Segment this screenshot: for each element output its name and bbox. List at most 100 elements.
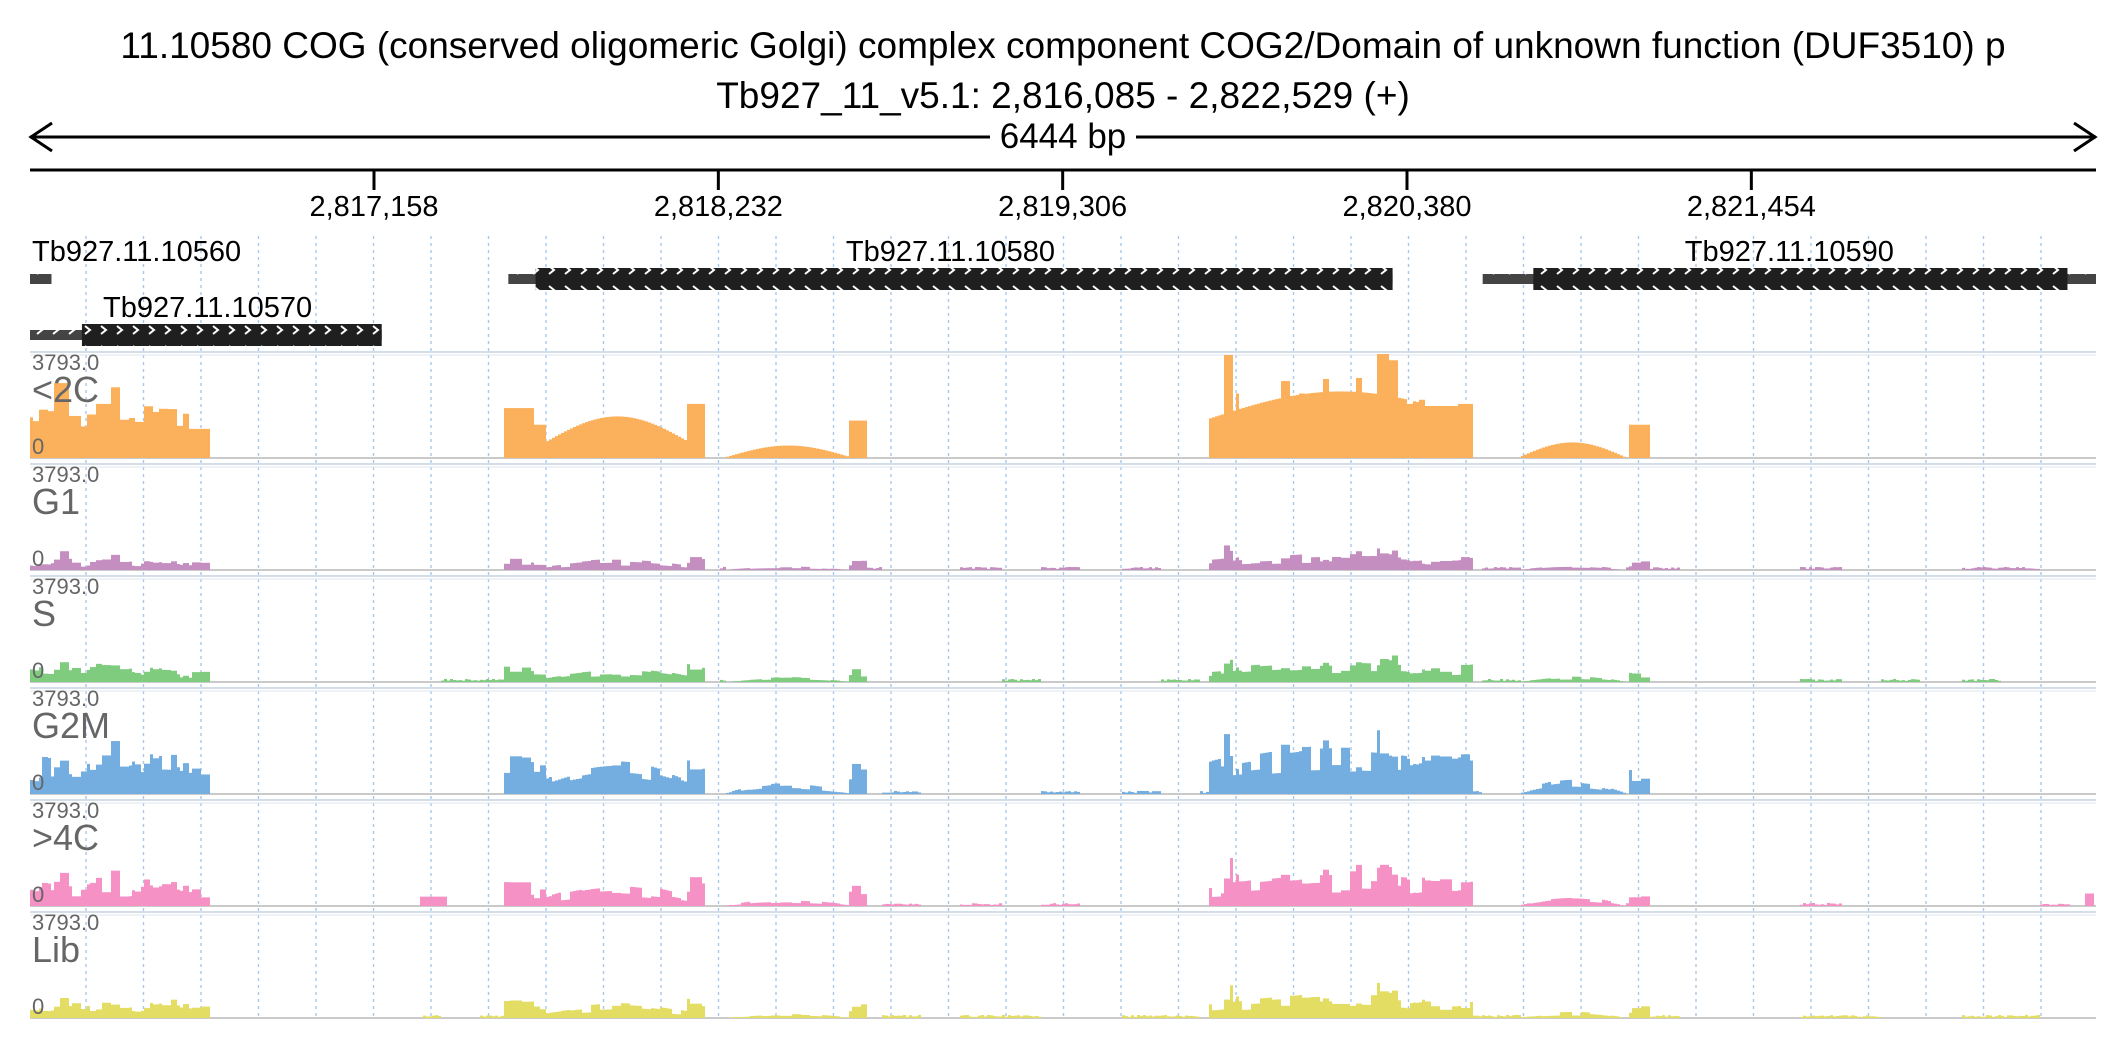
coverage-bar (1257, 769, 1260, 794)
coverage-bar (882, 1015, 885, 1018)
track-max-label: 3793.0 (32, 462, 99, 487)
coverage-bar (87, 669, 90, 682)
coverage-bar (1239, 1001, 1242, 1018)
coverage-bar (528, 1001, 531, 1018)
coverage-bar (1809, 567, 1812, 570)
coverage-bar (1455, 890, 1458, 906)
coverage-bar (900, 1015, 903, 1018)
coverage-bar (51, 890, 54, 906)
coverage-bar (582, 1012, 585, 1018)
coverage-bar (1215, 416, 1218, 458)
coverage-bar (99, 877, 102, 906)
coverage-bar (132, 1011, 135, 1018)
coverage-bar (180, 564, 183, 570)
coverage-bar (615, 674, 618, 682)
coverage-bar (1557, 1015, 1560, 1018)
coverage-bar (1365, 556, 1368, 570)
coverage-bar (1347, 391, 1350, 458)
coverage-bar (1548, 900, 1551, 906)
coverage-bar (552, 437, 555, 458)
coverage-bar (1470, 664, 1473, 682)
coverage-bar (1422, 669, 1425, 682)
coverage-bar (1482, 1015, 1485, 1018)
coverage-bar (126, 766, 129, 794)
coverage-bar (813, 568, 816, 570)
coverage-bar (495, 680, 498, 682)
coverage-bar (54, 767, 57, 794)
coverage-bar (1635, 562, 1638, 570)
coverage-bar (2022, 1016, 2025, 1018)
coverage-bar (474, 680, 477, 682)
coverage-bar (120, 669, 123, 682)
gene-Tb927.11.10560[interactable]: Tb927.11.10560 (30, 236, 241, 284)
coverage-bar (846, 905, 849, 906)
coverage-bar (1335, 765, 1338, 794)
coverage-bar (1830, 903, 1833, 906)
coverage-bar (1227, 734, 1230, 794)
coverage-bar (1812, 568, 1815, 570)
coverage-bar (1218, 758, 1221, 794)
coverage-bar (78, 667, 81, 682)
coverage-bar (1227, 545, 1230, 570)
coverage-bar (849, 675, 852, 682)
coverage-bar (504, 563, 507, 570)
coverage-bar (627, 565, 630, 570)
coverage-bar (630, 417, 633, 458)
coverage-bar (675, 435, 678, 458)
coverage-bar (552, 781, 555, 794)
coverage-bar (84, 672, 87, 682)
coverage-bar (783, 785, 786, 794)
coverage-bar (792, 677, 795, 682)
coverage-bar (126, 896, 129, 906)
coverage-bar (1485, 567, 1488, 570)
coverage-bar (519, 408, 522, 458)
gene-Tb927.11.10580[interactable]: Tb927.11.10580 (508, 236, 1393, 290)
coverage-bar (1521, 904, 1524, 906)
coverage-bar (564, 567, 567, 570)
coverage-bar (609, 416, 612, 458)
coverage-bar (195, 562, 198, 570)
coverage-bar (669, 674, 672, 682)
coverage-bar (1851, 1015, 1854, 1018)
coverage-bar (1539, 902, 1542, 906)
coverage-bar (555, 436, 558, 458)
coverage-bar (1371, 671, 1374, 682)
coverage-bar (885, 903, 888, 906)
coverage-bar (1326, 740, 1329, 794)
coverage-bar (747, 789, 750, 794)
coverage-bar (1392, 655, 1395, 682)
coverage-bar (1992, 1016, 1995, 1018)
coverage-bar (1362, 888, 1365, 906)
coverage-bar (1302, 746, 1305, 794)
coverage-bar (603, 674, 606, 682)
coverage-bar (1416, 673, 1419, 682)
coverage-bar (774, 446, 777, 458)
coverage-bar (795, 1014, 798, 1018)
coverage-bar (816, 568, 819, 570)
coverage-bar (897, 791, 900, 794)
utr-strand-arrows (30, 274, 52, 284)
coverage-bar (1263, 998, 1266, 1018)
coverage-bar (690, 769, 693, 794)
coverage-bar (573, 673, 576, 682)
coverage-bar (588, 1012, 591, 1018)
coverage-bar (117, 1004, 120, 1018)
coverage-bar (1071, 792, 1074, 794)
coverage-bar (1617, 680, 1620, 682)
coverage-bar (1419, 560, 1422, 570)
coverage-bar (819, 680, 822, 682)
coverage-bar (642, 897, 645, 906)
gene-Tb927.11.10570[interactable]: Tb927.11.10570 (30, 292, 382, 346)
coverage-bar (57, 669, 60, 682)
gene-Tb927.11.10590[interactable]: Tb927.11.10590 (1482, 236, 2096, 290)
coverage-bar (1383, 991, 1386, 1018)
coverage-bar (654, 563, 657, 570)
coverage-bar (1599, 447, 1602, 458)
coverage-bar (204, 897, 207, 906)
coverage-bar (603, 562, 606, 570)
coverage-bar (171, 670, 174, 682)
coverage-bar (1416, 764, 1419, 794)
coverage-bar (1329, 391, 1332, 458)
coverage-bar (1329, 561, 1332, 570)
coverage-bar (468, 679, 471, 682)
